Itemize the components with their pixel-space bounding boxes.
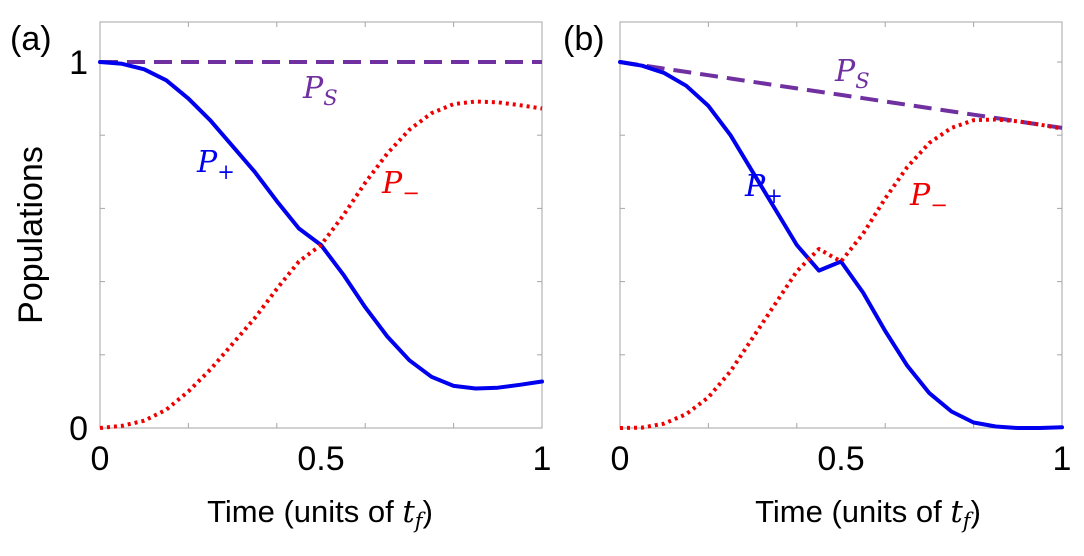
x-axis-label-a: Time (units of tf)	[207, 494, 433, 533]
series-label-sub: +	[765, 184, 783, 208]
series-label-main: P	[744, 169, 766, 204]
series-line-p-plus-a	[98, 60, 544, 391]
x-axis-label-a-var-sub: f	[413, 509, 426, 533]
x-axis-label-b-prefix: Time (units of	[755, 494, 950, 529]
x-axis-label-b: Time (units of tf)	[755, 494, 981, 533]
series-label-p-minus-b: P−	[909, 178, 948, 217]
panel-label-b: (b)	[563, 20, 605, 58]
plot-frame-a	[99, 21, 543, 429]
x-axis-label-b-var: t	[950, 494, 963, 530]
y-axis-label: Populations	[12, 146, 50, 324]
series-label-main: P	[834, 54, 856, 89]
series-label-sub: −	[930, 193, 948, 217]
x-axis-label-a-var: t	[402, 494, 415, 530]
series-label-main: P	[302, 71, 324, 106]
x-axis-label-b-var-sub: f	[961, 509, 974, 533]
series-label-sub: S	[855, 69, 869, 93]
x-tick-label-a: 0	[91, 440, 110, 478]
plot-frame-b	[619, 21, 1063, 429]
series-line-p-minus-b	[619, 117, 1063, 430]
series-line-p-s-b	[619, 60, 1063, 130]
panel-label-a: (a)	[10, 20, 52, 58]
series-line-p-plus-b	[618, 60, 1064, 430]
series-line-p-minus-a	[99, 99, 543, 430]
x-axis-label-b-suffix: )	[971, 494, 981, 529]
series-label-p-s-b: PS	[834, 54, 870, 93]
x-tick-label-b: 1	[1053, 440, 1072, 478]
series-label-sub: S	[323, 86, 337, 110]
x-tick-label-b: 0.5	[817, 440, 864, 478]
x-tick-label-b: 0	[611, 440, 630, 478]
series-label-main: P	[909, 178, 931, 213]
y-tick-label-a: 0	[69, 410, 88, 448]
x-tick-label-a: 0.5	[297, 440, 344, 478]
panel-a: PSP+ P− 0 0.5 101	[69, 21, 552, 478]
series-label-p-minus-a: P−	[381, 166, 420, 205]
x-axis-label-a-prefix: Time (units of	[207, 494, 402, 529]
y-tick-label-a: 1	[69, 44, 88, 82]
series-label-sub: +	[217, 160, 235, 184]
series-label-p-plus-a: P+	[196, 145, 235, 184]
series-label-main: P	[196, 145, 218, 180]
series-label-p-s-a: PS	[302, 71, 338, 110]
series-label-p-plus-b: P+	[744, 169, 783, 208]
panel-b: PSP+ P− 0 0.5 1	[611, 21, 1072, 478]
x-tick-label-a: 1	[533, 440, 552, 478]
series-label-main: P	[381, 166, 403, 201]
x-axis-label-a-suffix: )	[423, 494, 433, 529]
series-label-sub: −	[402, 181, 420, 205]
